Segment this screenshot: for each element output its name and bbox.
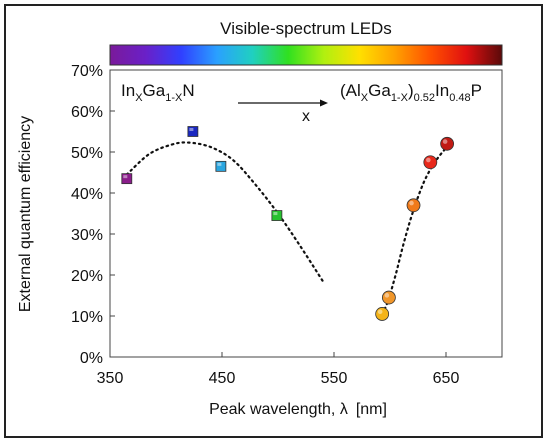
left-annotation: InXGa1-XN: [121, 81, 195, 104]
ann-left-mid: Ga: [143, 81, 166, 100]
data-point-highlight: [217, 162, 222, 166]
ann-left-sub2: 1-X: [165, 92, 183, 104]
data-point-highlight: [189, 128, 194, 131]
ann-right-p2: Ga: [368, 81, 391, 100]
ann-right-p3: ): [408, 81, 414, 100]
ann-left-end: N: [182, 81, 194, 100]
data-point-square: [187, 126, 199, 137]
y-axis-label: External quantum efficiency: [17, 116, 34, 312]
y-tick-label: 20%: [71, 268, 103, 285]
x-axis-ticks: 350 450 550 650: [97, 352, 460, 387]
data-points: [121, 126, 455, 321]
data-point-highlight: [273, 212, 278, 216]
data-point-highlight: [409, 200, 414, 206]
right-annotation: (AlXGa1-X)0.52In0.48P: [340, 81, 482, 104]
ann-left-sub1: X: [135, 92, 143, 104]
y-tick-label: 50%: [71, 145, 103, 162]
ann-right-p4: In: [435, 81, 449, 100]
ann-right-s4: 0.48: [449, 92, 470, 104]
data-point-circle: [406, 198, 421, 213]
trend-lines: [125, 141, 448, 316]
data-point-square: [121, 173, 133, 185]
arrow-label: x: [302, 108, 310, 125]
spectrum-bar: [109, 44, 503, 66]
x-axis-label-text: Peak wavelength, λ: [209, 401, 348, 418]
x-axis-label: Peak wavelength, λ [nm]: [209, 401, 387, 418]
ann-right-p1: (Al: [340, 81, 361, 100]
y-axis-ticks: 0% 10% 20% 30% 40% 50% 60% 70%: [71, 63, 115, 367]
y-tick-label: 70%: [71, 63, 103, 80]
plot-area: [109, 69, 503, 358]
ann-left-base: In: [121, 81, 135, 100]
data-point-highlight: [384, 293, 390, 298]
x-axis-label-unit: [nm]: [356, 401, 387, 418]
data-point-circle: [381, 290, 396, 305]
ann-right-s3: 0.52: [414, 92, 435, 104]
data-point-square: [271, 210, 283, 221]
ann-right-p5: P: [471, 81, 482, 100]
y-tick-label: 60%: [71, 104, 103, 121]
x-tick-label: 550: [321, 370, 348, 387]
data-point-circle: [440, 136, 455, 151]
y-tick-label: 0%: [80, 350, 103, 367]
x-tick-label: 650: [433, 370, 460, 387]
arrow-head: [320, 99, 328, 107]
ann-right-s1: X: [361, 92, 369, 104]
figure-frame: [4, 4, 543, 438]
data-point-highlight: [123, 175, 128, 179]
y-tick-label: 40%: [71, 186, 103, 203]
data-point-square: [215, 160, 227, 172]
trend-line-2: [381, 146, 448, 316]
chart-title: Visible-spectrum LEDs: [220, 19, 392, 38]
data-point-highlight: [377, 309, 383, 315]
data-point-circle: [423, 155, 438, 170]
data-point-circle: [375, 307, 390, 321]
x-tick-label: 350: [97, 370, 124, 387]
trend-line-1: [125, 141, 324, 283]
x-tick-label: 450: [209, 370, 236, 387]
data-point-highlight: [426, 157, 431, 163]
data-point-highlight: [442, 139, 448, 144]
ann-right-s2: 1-X: [391, 92, 409, 104]
y-tick-label: 30%: [71, 227, 103, 244]
y-tick-label: 10%: [71, 309, 103, 326]
